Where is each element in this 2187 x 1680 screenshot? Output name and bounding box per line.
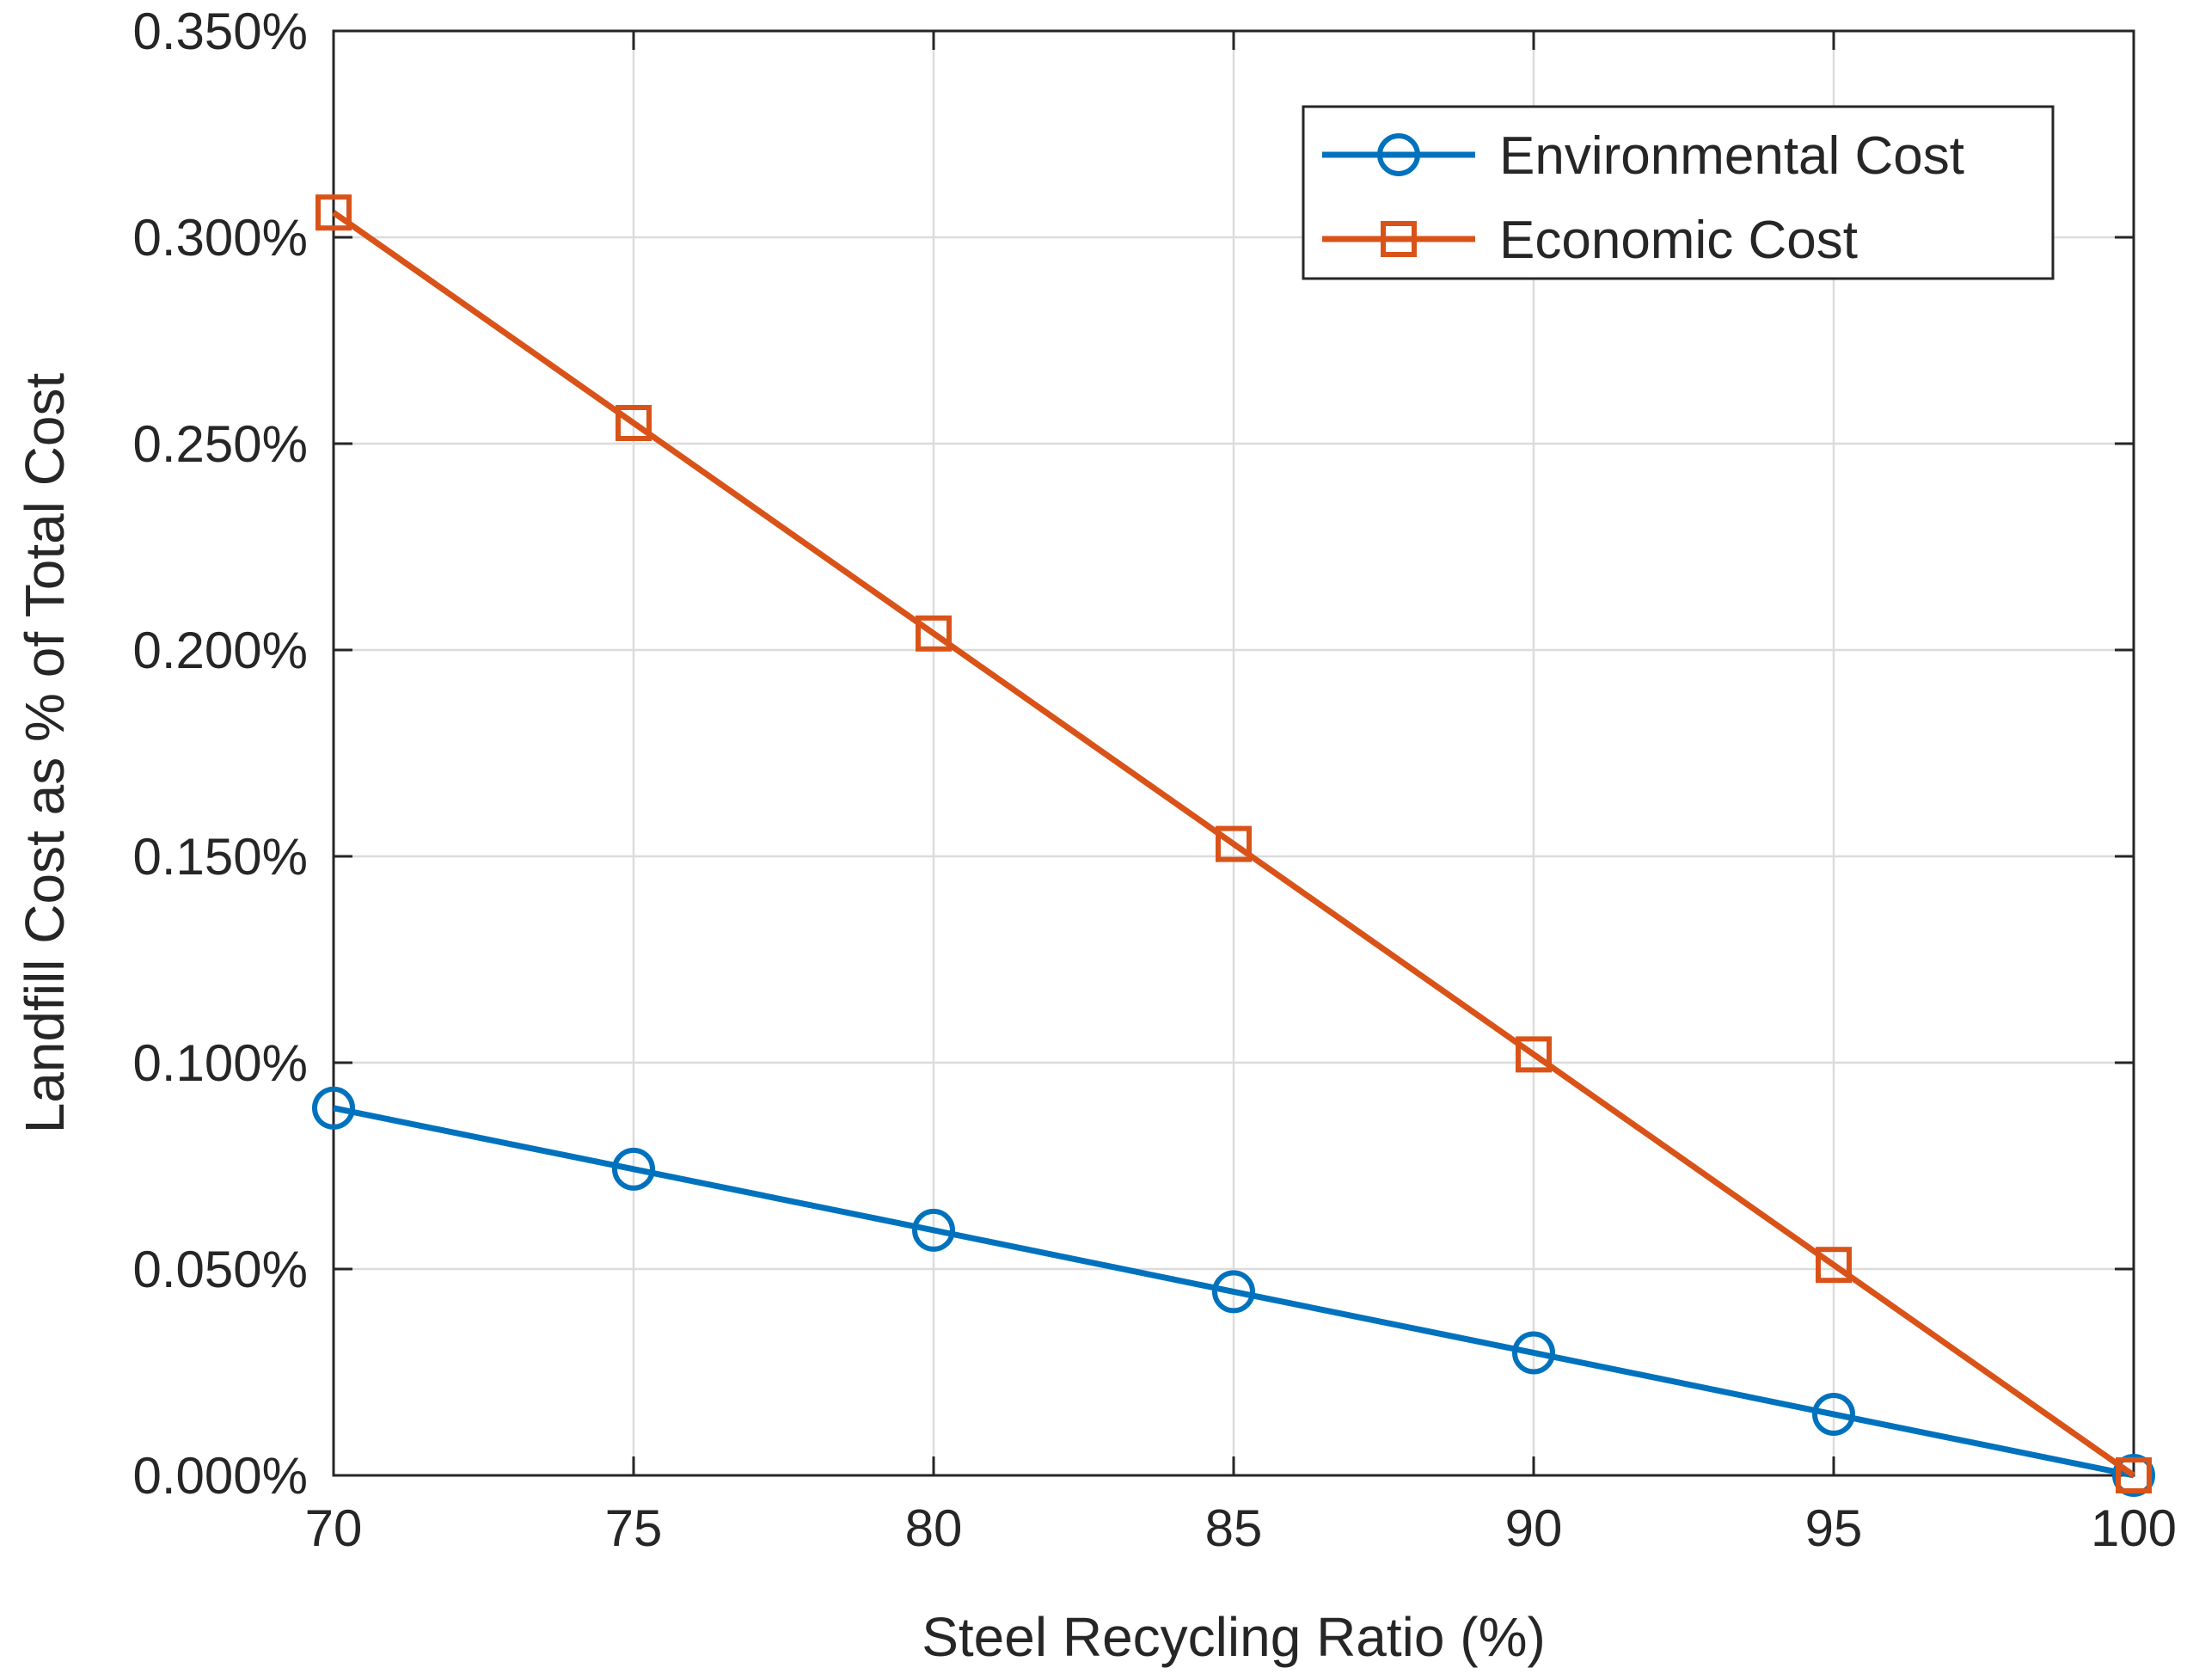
legend-items: Environmental Cost Economic Cost <box>1322 126 1964 270</box>
x-tick-label: 100 <box>2091 1499 2177 1557</box>
legend-swatch-marker <box>1381 221 1417 257</box>
series-line <box>333 1105 2135 1479</box>
axes <box>332 29 2135 1477</box>
series-economic-cost <box>315 194 2152 1493</box>
series-line <box>331 210 2136 1478</box>
legend-item: Economic Cost <box>1322 211 1858 270</box>
data-point-circle <box>1212 1270 1255 1314</box>
data-point-circle <box>2112 1454 2155 1497</box>
data-point-circle <box>1512 1331 1555 1375</box>
data-point-square <box>1816 1247 1852 1284</box>
data-point-circle <box>912 1208 955 1252</box>
legend-item: Environmental Cost <box>1322 126 1964 186</box>
data-point-square <box>2116 1457 2152 1493</box>
tick-labels: 70 75 80 85 90 95 100 0.000% 0.050% 0.100% 0.150% 0… <box>133 3 2178 1557</box>
y-tick-label: 0.050% <box>133 1241 309 1298</box>
series-layer <box>312 194 2155 1497</box>
data-point-circle <box>312 1086 355 1130</box>
data-point-square <box>616 405 652 441</box>
y-tick-label: 0.100% <box>133 1034 309 1092</box>
x-tick-label: 95 <box>1805 1499 1863 1557</box>
data-point-circle <box>1812 1392 1855 1436</box>
data-point-square <box>916 615 952 652</box>
y-tick-label: 0.250% <box>133 415 309 473</box>
data-point-square <box>1516 1036 1552 1073</box>
y-axis-title: Landfill Cost as % of Total Cost <box>14 372 76 1133</box>
x-tick-label: 80 <box>905 1499 963 1557</box>
data-point-circle <box>612 1147 655 1191</box>
y-tick-label: 0.300% <box>133 209 309 267</box>
legend-label: Economic Cost <box>1499 211 1858 270</box>
series-environmental-cost <box>312 1086 2155 1497</box>
x-tick-label: 85 <box>1205 1499 1263 1557</box>
legend-box <box>1302 105 2055 280</box>
x-tick-label: 90 <box>1505 1499 1563 1557</box>
legend-label: Environmental Cost <box>1499 126 1964 186</box>
y-tick-label: 0.350% <box>133 3 309 60</box>
y-tick-label: 0.200% <box>133 622 309 679</box>
y-tick-label: 0.000% <box>133 1447 309 1505</box>
legend-swatch-marker <box>1377 133 1420 176</box>
x-tick-label: 75 <box>605 1499 663 1557</box>
x-axis-title: Steel Recycling Ratio (%) <box>922 1606 1546 1668</box>
data-point-square <box>1216 825 1252 862</box>
legend: Environmental Cost Economic Cost <box>1302 105 2055 280</box>
x-tick-label: 70 <box>305 1499 363 1557</box>
y-tick-label: 0.150% <box>133 828 309 886</box>
data-point-square <box>315 194 352 231</box>
